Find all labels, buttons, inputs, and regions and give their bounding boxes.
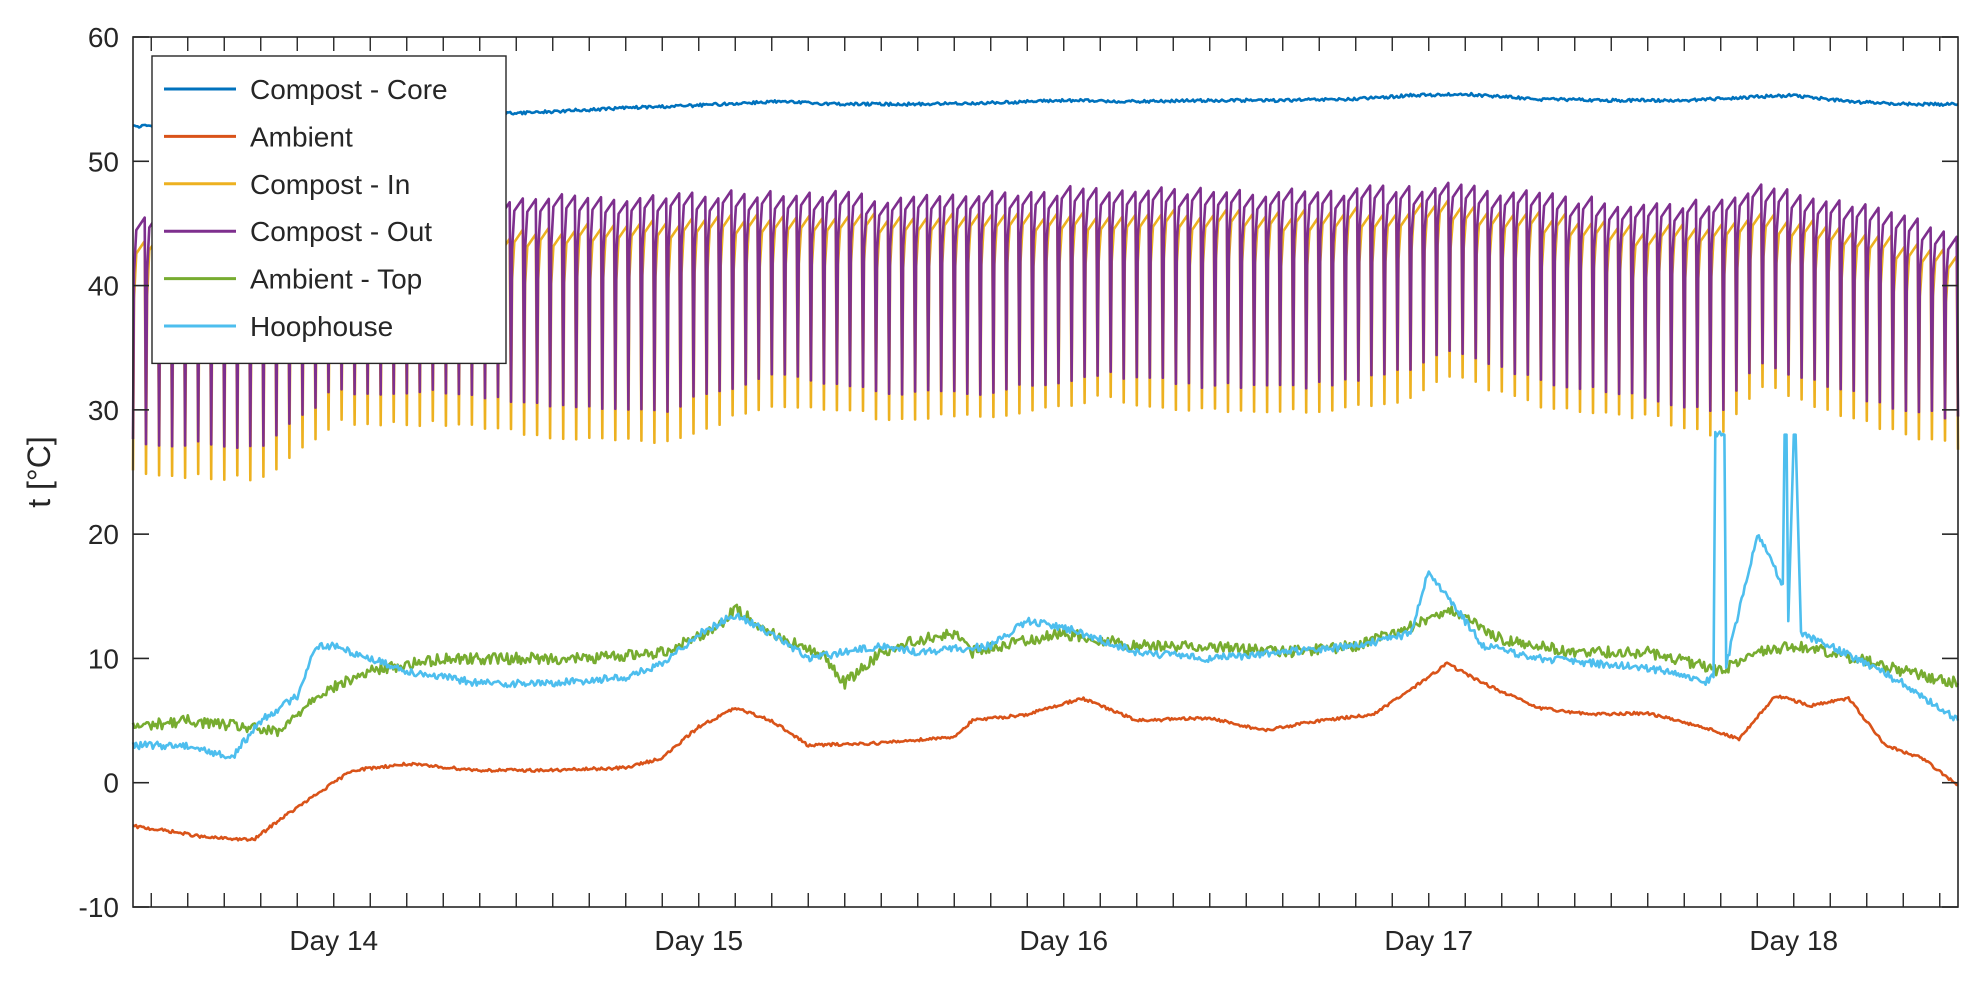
y-tick-label: 50 (88, 146, 119, 177)
legend: Compost - Core Ambient Compost - In Compost… (151, 55, 507, 365)
x-tick-label: Day 15 (654, 925, 743, 956)
y-tick-label: 10 (88, 643, 119, 674)
y-tick-label: 40 (88, 271, 119, 302)
legend-label: Compost - In (250, 169, 410, 200)
legend-box (151, 55, 507, 365)
legend-label: Ambient - Top (250, 264, 422, 295)
plot-frame (132, 36, 1959, 908)
series-line-ambient-top (131, 603, 1960, 738)
axis-layer: -10 0 10 20 30 40 50 60 Day 14 Day 15 Day 16 Day 17… (79, 22, 1958, 956)
x-tick-label: Day 18 (1749, 925, 1838, 956)
y-tick-label: 60 (88, 22, 119, 53)
x-tick-label: Day 16 (1019, 925, 1108, 956)
y-tick-label: 0 (103, 768, 119, 799)
x-tick-label: Day 14 (289, 925, 378, 956)
legend-label: Ambient (250, 121, 353, 152)
y-tick-label: 30 (88, 395, 119, 426)
y-tick-label: -10 (79, 892, 119, 923)
y-axis-label: t [°C] (21, 436, 57, 507)
legend-label: Compost - Core (250, 74, 448, 105)
series-line-hoophouse (131, 430, 1960, 760)
y-tick-label: 20 (88, 519, 119, 550)
series-line-ambient (132, 661, 1959, 842)
legend-label: Compost - Out (250, 216, 432, 247)
legend-label: Hoophouse (250, 311, 393, 342)
x-tick-label: Day 17 (1384, 925, 1473, 956)
